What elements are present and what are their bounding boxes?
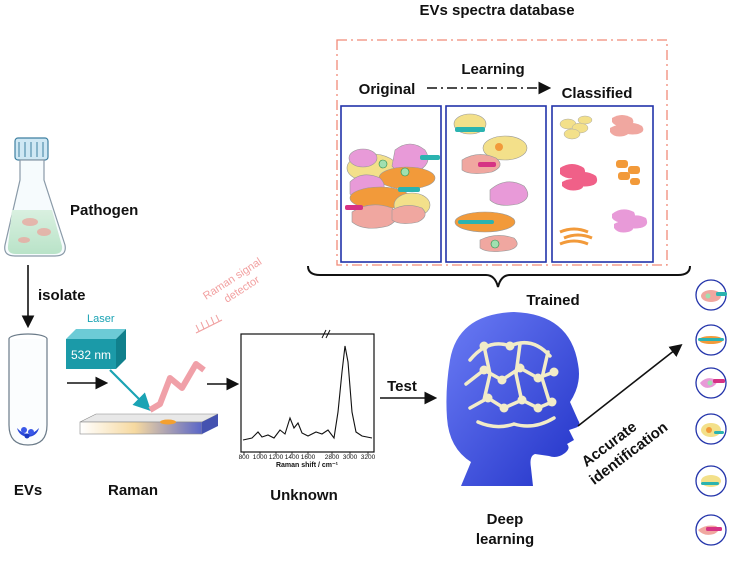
- raman-signal-wave: [148, 361, 206, 413]
- database-title: EVs spectra database: [419, 2, 574, 19]
- spectrum-line: [242, 345, 373, 441]
- database-box: [336, 39, 668, 266]
- laser-box: [66, 329, 126, 369]
- deep-learning-label-line2: learning: [476, 531, 534, 548]
- brain-head-icon: [446, 312, 580, 486]
- identification-arrow: [577, 344, 683, 427]
- identified-pathogen-6: [695, 514, 727, 546]
- spectrum-tick-label: 1200: [269, 454, 284, 461]
- identified-pathogen-2: [695, 324, 727, 356]
- laser-label: Laser: [87, 313, 115, 325]
- spectrum-tick-label: 1400: [285, 454, 300, 461]
- mixed-cells-cluster: [345, 143, 440, 229]
- identified-pathogen-4: [695, 413, 727, 445]
- evs-tube: [8, 333, 48, 446]
- pathogen-flask: [4, 137, 66, 257]
- spectrum-tick-label: 3000: [343, 454, 358, 461]
- raman-label: Raman: [108, 482, 158, 499]
- classified-label: Classified: [562, 85, 633, 102]
- spectrum-x-axis-label: Raman shift / cm⁻¹: [276, 462, 339, 469]
- orange-cell-group: [616, 160, 640, 185]
- spectrum-frame: [240, 333, 375, 453]
- orange-strand-group: [559, 227, 593, 246]
- spectrum-tick-label: 3200: [361, 454, 376, 461]
- trained-label: Trained: [526, 292, 579, 309]
- sample-slide: [79, 413, 219, 435]
- classified-cell-groups: [559, 115, 648, 246]
- spectrum-tick-labels: 800 1000 1200 1400 1600 2800 3000 3200: [239, 452, 376, 461]
- identified-pathogen-list: [695, 279, 727, 546]
- separating-cells: [453, 113, 529, 252]
- trained-brace: [307, 265, 691, 288]
- evs-label: EVs: [14, 482, 42, 499]
- wavelength-label: 532 nm: [71, 348, 111, 362]
- spectrum-tick-label: 1000: [253, 454, 268, 461]
- violet-cell-group: [612, 209, 648, 233]
- original-label: Original: [359, 81, 416, 98]
- deep-learning-label-line1: Deep: [487, 511, 524, 528]
- yellow-cell-group: [559, 115, 593, 140]
- laser-beam: [109, 369, 152, 412]
- identified-pathogen-3: [695, 367, 727, 399]
- spectrum-tick-label: 2800: [325, 454, 340, 461]
- salmon-cell-group: [610, 115, 644, 137]
- unknown-label: Unknown: [270, 487, 338, 504]
- detector-icon: [195, 314, 223, 334]
- pathogen-label: Pathogen: [70, 202, 138, 219]
- test-label: Test: [387, 378, 417, 395]
- learning-label: Learning: [461, 61, 524, 78]
- spectrum-tick-label: 1600: [301, 454, 316, 461]
- spectrum-tick-label: 800: [239, 454, 250, 461]
- isolate-label: isolate: [38, 287, 86, 304]
- identified-pathogen-1: [695, 279, 727, 311]
- pink-red-cell-group: [560, 164, 598, 191]
- axis-break-marker: [321, 329, 331, 339]
- unknown-spectrum: 800 1000 1200 1400 1600 2800 3000 3200 Raman sh…: [239, 329, 376, 469]
- identified-pathogen-5: [695, 465, 727, 497]
